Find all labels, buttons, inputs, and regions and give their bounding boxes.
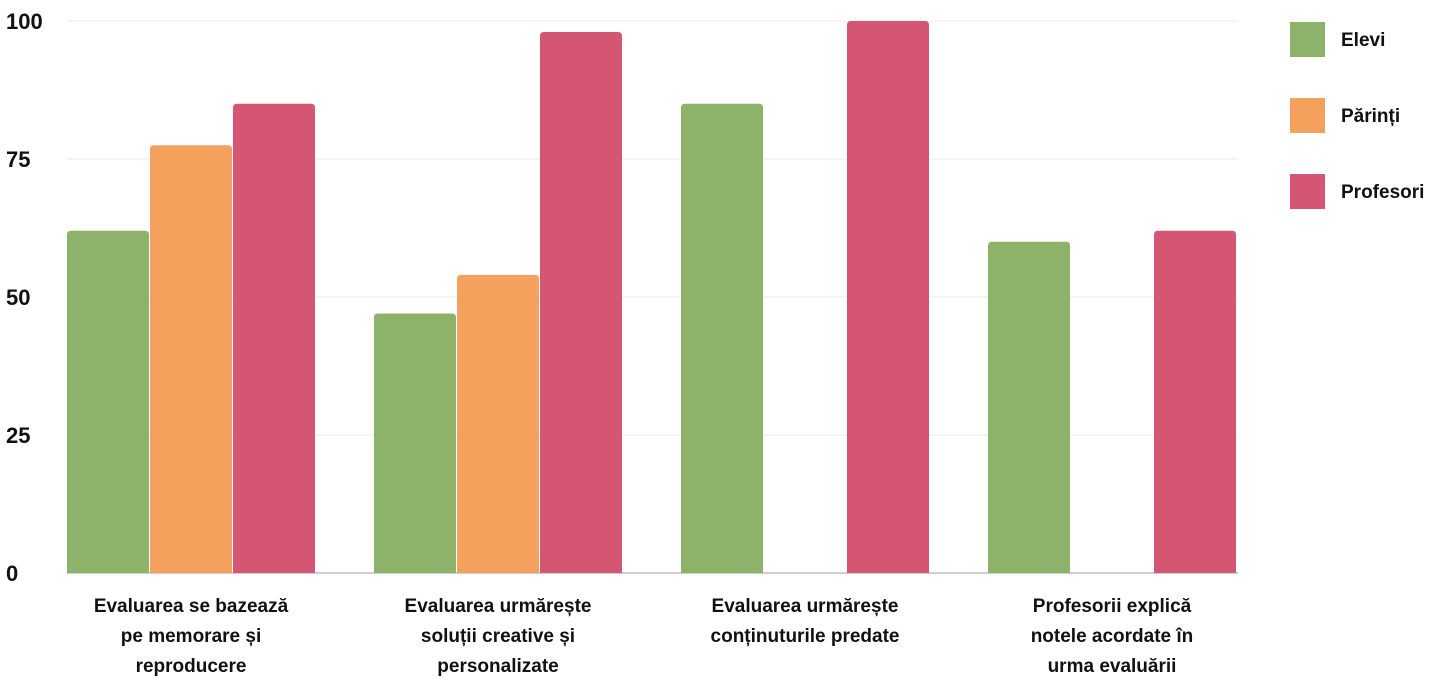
x-category-label-line: notele acordate în: [1031, 626, 1194, 647]
legend: Elevi Părinți Profesori: [1290, 22, 1424, 209]
y-tick-label: 75: [6, 147, 30, 172]
x-category-label-line: Profesorii explică: [1033, 596, 1192, 617]
y-tick-label: 0: [6, 561, 18, 586]
y-tick-label: 25: [6, 423, 30, 448]
bar-profesori: [847, 21, 929, 573]
bar-elevi: [374, 313, 456, 573]
bar-parinti: [150, 145, 232, 573]
legend-swatch: [1290, 174, 1325, 209]
x-category-label-line: personalizate: [437, 656, 558, 676]
bar-profesori: [540, 32, 622, 574]
x-category-label-line: reproducere: [136, 656, 247, 676]
bars-layer: [67, 21, 1236, 574]
x-axis: Evaluarea se bazează pe memorare și reprod…: [94, 596, 1194, 677]
y-tick-label: 50: [6, 285, 30, 310]
legend-swatch: [1290, 22, 1325, 57]
x-category-label: Evaluarea urmărește conținuturile predate: [711, 596, 900, 647]
bar-elevi: [681, 103, 763, 574]
legend-label: Profesori: [1341, 182, 1424, 203]
bar-elevi: [67, 230, 149, 573]
legend-label: Părinți: [1341, 106, 1400, 127]
bar-elevi: [988, 241, 1070, 574]
x-category-label-line: conținuturile predate: [711, 626, 900, 647]
x-category-label-line: Evaluarea urmărește: [405, 596, 592, 617]
x-category-label-line: soluții creative și: [421, 626, 575, 647]
x-category-label-line: Evaluarea se bazează: [94, 596, 289, 617]
y-tick-label: 100: [6, 9, 43, 34]
x-category-label-line: urma evaluării: [1048, 656, 1177, 676]
legend-swatch: [1290, 98, 1325, 133]
x-category-label-line: pe memorare și: [121, 626, 261, 647]
bar-profesori: [233, 103, 315, 574]
bar-parinti: [457, 274, 539, 573]
y-axis: 0 25 50 75 100: [6, 9, 43, 586]
x-category-label-line: Evaluarea urmărește: [712, 596, 899, 617]
legend-label: Elevi: [1341, 30, 1385, 51]
bar-profesori: [1154, 230, 1236, 573]
x-category-label: Evaluarea se bazează pe memorare și reprod…: [94, 596, 289, 676]
x-category-label: Evaluarea urmărește soluții creative și pe…: [405, 596, 592, 676]
x-category-label: Profesorii explică notele acordate în urma…: [1031, 596, 1194, 676]
